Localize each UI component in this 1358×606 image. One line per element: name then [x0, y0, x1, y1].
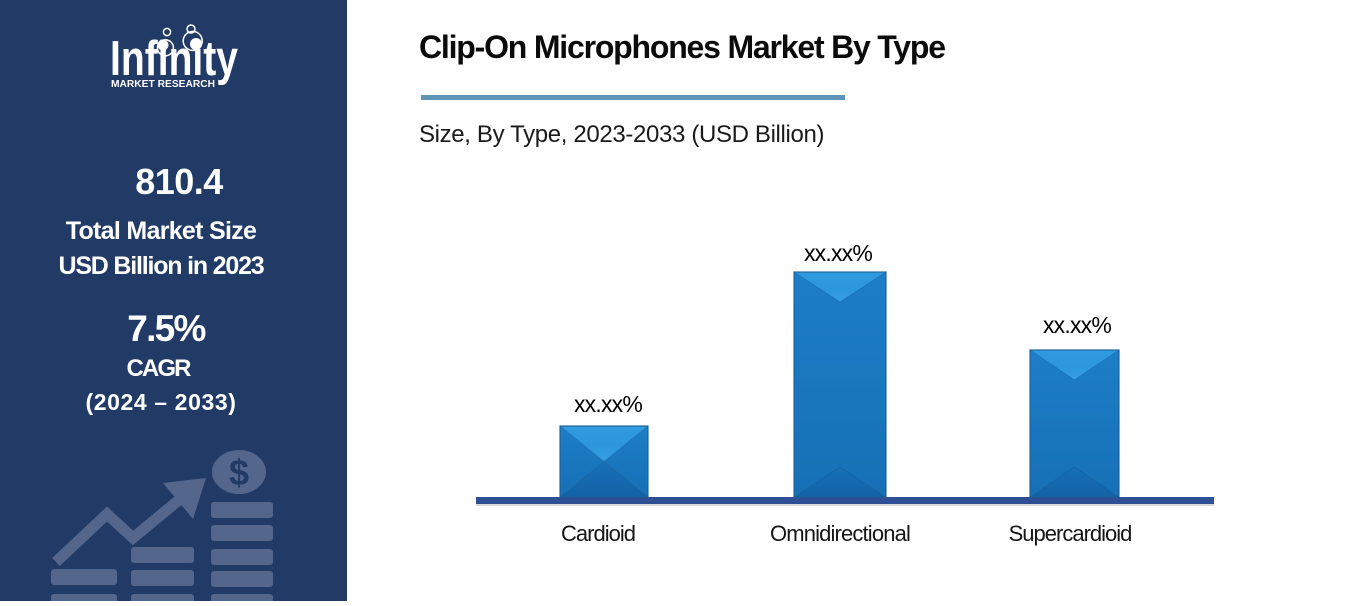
svg-text:MARKET RESEARCH: MARKET RESEARCH — [111, 79, 215, 90]
svg-text:Infinity: Infinity — [110, 32, 238, 86]
svg-text:$: $ — [229, 452, 249, 493]
